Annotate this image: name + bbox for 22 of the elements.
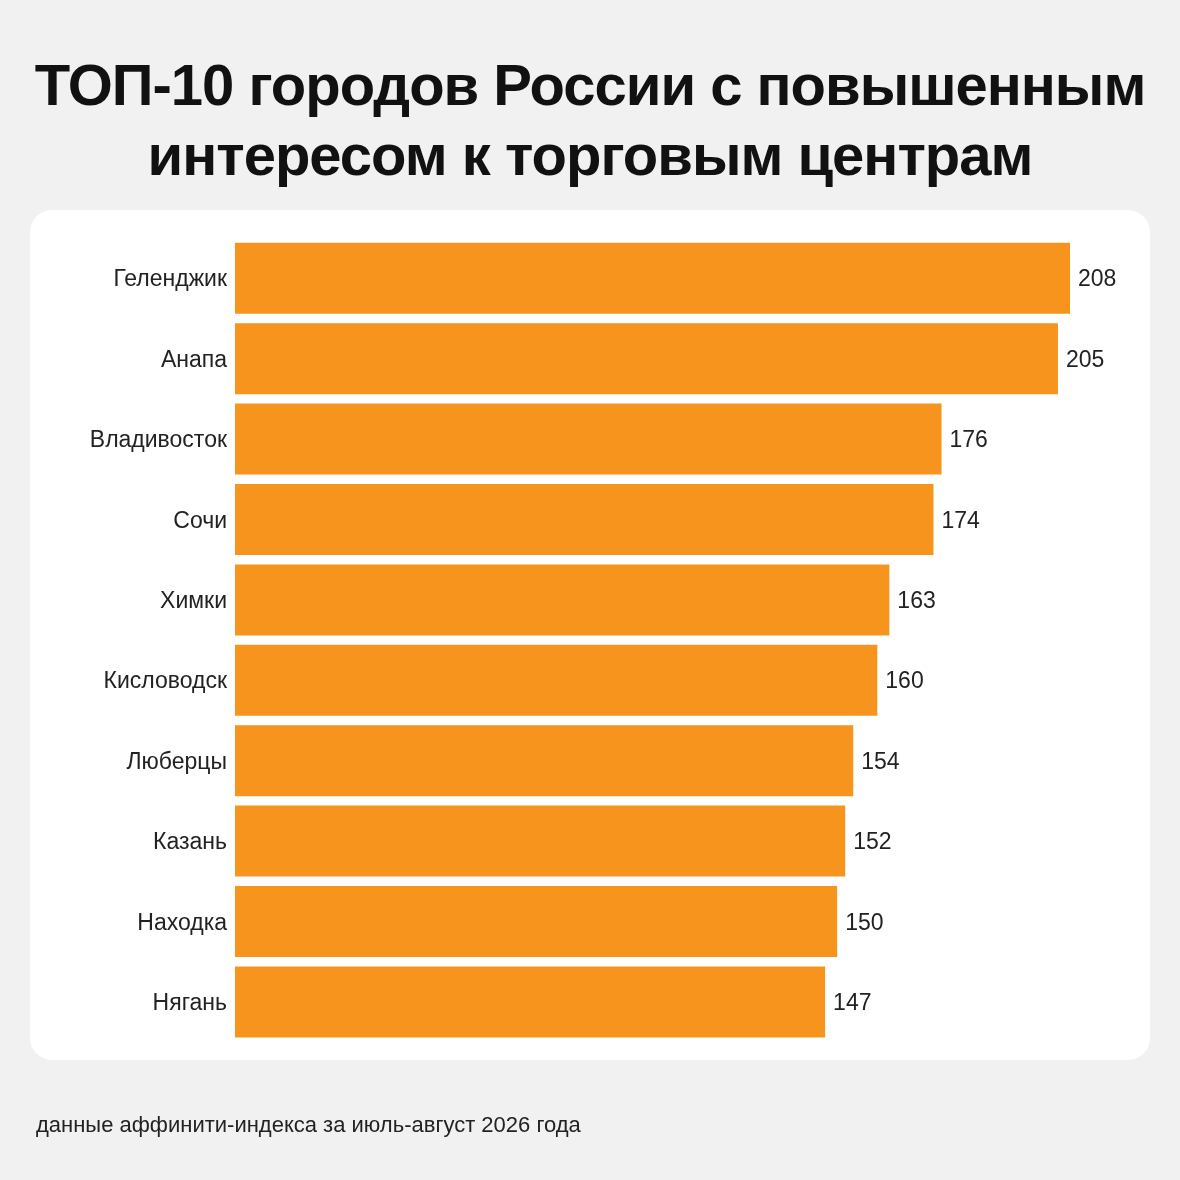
data-label: 152 [853,828,892,855]
data-label: 174 [941,506,981,533]
data-label: 150 [845,908,884,935]
text: данные аффинити-индекса за июль-август 2026 года [36,1112,581,1138]
data-label: 176 [949,426,988,453]
y-tick-label: Химки [160,586,227,613]
data-label: 163 [897,587,936,614]
y-tick-label: Сочи [173,506,227,533]
y-tick-label: Геленджик [113,265,228,292]
y-tick-label: Кисловодск [103,667,228,694]
y-tick-label: Люберцы [126,747,227,774]
y-tick-label: Казань [153,828,228,855]
y-tick-label: Находка [137,908,228,935]
data-label: 205 [1065,345,1105,372]
data-label: 160 [885,667,924,694]
data-label: 208 [1078,265,1117,292]
y-tick-label: Нягань [152,988,227,1015]
data-label: 147 [833,989,872,1016]
chart-title: ТОП-10 городов России с повышенным интересом к торговым центрам [33,51,1147,189]
data-label: 154 [861,747,900,774]
y-tick-label: Анапа [160,345,228,372]
y-tick-label: Владивосток [89,426,228,453]
